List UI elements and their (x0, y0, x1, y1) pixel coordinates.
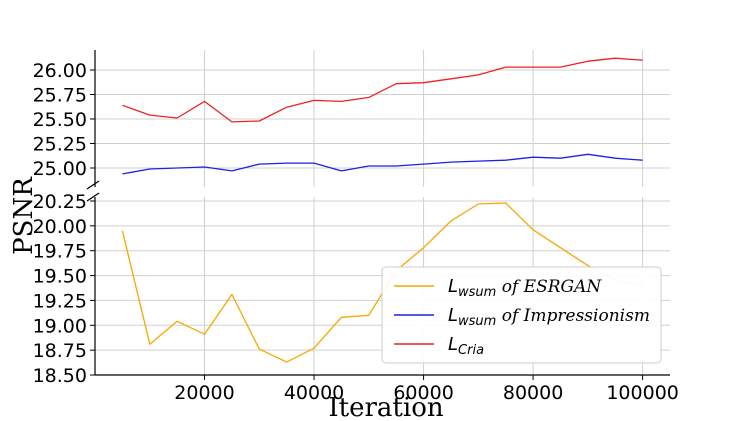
y-tick-label: 18.75 (33, 340, 87, 362)
x-tick-label: 80000 (503, 382, 563, 404)
y-tick-label: 26.00 (33, 60, 87, 82)
legend-label-subscript: wsum (458, 285, 496, 300)
x-tick-label: 40000 (284, 382, 344, 404)
legend-box (381, 266, 662, 364)
x-tick-label: 60000 (393, 382, 453, 404)
x-axis-title: Iteration (328, 393, 443, 421)
axis-break-mark (86, 180, 100, 190)
y-tick-label: 19.00 (33, 315, 87, 337)
y-tick-label: 25.50 (33, 109, 87, 131)
legend-label-suffix: of Impressionism (496, 306, 650, 326)
legend-label-subscript: Cria (458, 343, 484, 358)
series-line-3 (122, 57, 643, 123)
legend-label: LCria (448, 334, 484, 358)
series-line-2 (122, 153, 643, 175)
y-tick-label: 18.50 (33, 365, 87, 387)
y-tick-label: 20.25 (33, 191, 87, 213)
axis-break-mark (86, 192, 100, 202)
y-tick-label: 19.25 (33, 290, 87, 312)
y-tick-label: 20.00 (33, 216, 87, 238)
legend-label-subscript: wsum (458, 314, 496, 329)
y-axis-title: PSNR (9, 176, 39, 255)
y-tick-label: 25.75 (33, 85, 87, 107)
x-tick-label: 100000 (606, 382, 679, 404)
axes (86, 50, 670, 380)
y-tick-label: 25.25 (33, 134, 87, 156)
y-tick-label: 19.50 (33, 266, 87, 288)
legend-label-suffix: of ESRGAN (496, 277, 602, 297)
y-tick-label: 25.00 (33, 158, 87, 180)
y-tick-label: 19.75 (33, 241, 87, 263)
x-tick-label: 20000 (174, 382, 234, 404)
